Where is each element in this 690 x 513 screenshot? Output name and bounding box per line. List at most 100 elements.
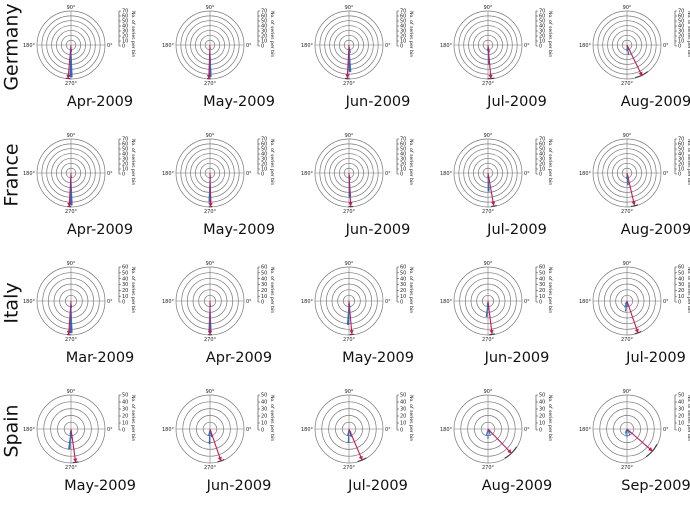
radial-scale-tick-label: 10 [539,421,545,427]
month-label: May-2009 [169,94,309,110]
radial-scale-tick-label: 0 [122,300,125,306]
radial-scale-tick-label: 20 [678,414,684,420]
radial-scale-tick-label: 10 [678,421,684,427]
radial-axis-label: No. of series per bin [547,139,553,185]
angle-label-90: 90° [623,5,632,11]
angle-label-90: 90° [67,133,76,139]
radial-scale-tick-label: 30 [122,282,128,288]
angle-label-0: 0° [385,427,391,433]
radial-scale-tick-label: 40 [539,276,545,282]
angle-label-90: 90° [623,133,632,139]
angle-label-180: 180° [23,299,36,305]
angle-label-90: 90° [484,261,493,267]
angle-label-90: 90° [623,389,632,395]
radial-scale-tick-label: 70 [261,137,267,143]
angle-label-0: 0° [385,171,391,177]
angle-label-180: 180° [162,427,175,433]
angle-label-90: 90° [623,261,632,267]
radial-scale-tick-label: 70 [539,137,545,143]
radial-scale-tick-label: 40 [678,400,684,406]
radial-scale-tick-label: 50 [539,271,545,277]
angle-label-270: 270° [65,337,78,343]
angle-label-0: 0° [663,43,669,49]
angle-label-180: 180° [440,171,453,177]
month-label: May-2009 [30,478,170,494]
country-label: Germany [0,2,24,92]
angle-label-180: 180° [23,171,36,177]
radial-scale-tick-label: 0 [400,300,403,306]
radial-scale-tick-label: 70 [678,137,684,143]
angle-label-270: 270° [621,465,634,471]
angle-label-270: 270° [65,465,78,471]
radial-scale-tick-label: 50 [400,271,406,277]
angle-label-180: 180° [301,299,314,305]
radial-scale-tick-label: 70 [678,9,684,15]
angle-label-270: 270° [621,209,634,215]
radial-scale-tick-label: 0 [678,428,681,434]
angle-label-90: 90° [67,261,76,267]
radial-scale-tick-label: 40 [539,400,545,406]
angle-label-180: 180° [579,299,592,305]
month-label: Aug-2009 [586,94,690,110]
radial-scale-tick-label: 30 [678,407,684,413]
angle-label-0: 0° [385,43,391,49]
angle-label-0: 0° [107,427,113,433]
radial-scale-tick-label: 10 [678,294,684,300]
radial-scale-tick-label: 10 [122,294,128,300]
radial-axis-label: No. of series per bin [130,267,136,313]
month-label: Jun-2009 [447,350,587,366]
radial-scale-tick-label: 50 [122,271,128,277]
radial-scale-tick-label: 30 [400,407,406,413]
angle-label-90: 90° [206,389,215,395]
radial-scale-tick-label: 10 [400,294,406,300]
radial-scale-tick-label: 10 [261,421,267,427]
angle-label-270: 270° [65,81,78,87]
radial-scale-tick-label: 60 [539,265,545,271]
radial-axis-label: No. of series per bin [686,11,690,57]
radial-scale-tick-label: 70 [122,137,128,143]
angle-label-0: 0° [107,171,113,177]
radial-scale-tick-label: 20 [400,288,406,294]
radial-scale-tick-label: 50 [678,393,684,399]
mean-arrowhead [491,201,495,205]
radial-scale-tick-label: 0 [261,428,264,434]
month-label: Apr-2009 [30,222,170,238]
angle-label-180: 180° [301,427,314,433]
angle-label-0: 0° [246,427,252,433]
angle-label-270: 270° [482,465,495,471]
radial-scale-tick-label: 40 [400,276,406,282]
radial-scale-tick-label: 20 [539,288,545,294]
radial-axis-label: No. of series per bin [686,395,690,441]
radial-scale-tick-label: 30 [261,282,267,288]
angle-label-90: 90° [206,133,215,139]
month-label: Jul-2009 [586,350,690,366]
angle-label-0: 0° [107,299,113,305]
radial-scale-tick-label: 60 [678,265,684,271]
month-label: Jul-2009 [308,478,448,494]
radial-scale-tick-label: 0 [261,300,264,306]
angle-label-90: 90° [345,261,354,267]
radial-scale-tick-label: 50 [678,271,684,277]
angle-label-270: 270° [204,209,217,215]
radial-scale-tick-label: 30 [539,282,545,288]
radial-scale-tick-label: 30 [678,282,684,288]
radial-axis-label: No. of series per bin [269,11,275,57]
angle-label-0: 0° [385,299,391,305]
radial-scale-tick-label: 0 [678,300,681,306]
